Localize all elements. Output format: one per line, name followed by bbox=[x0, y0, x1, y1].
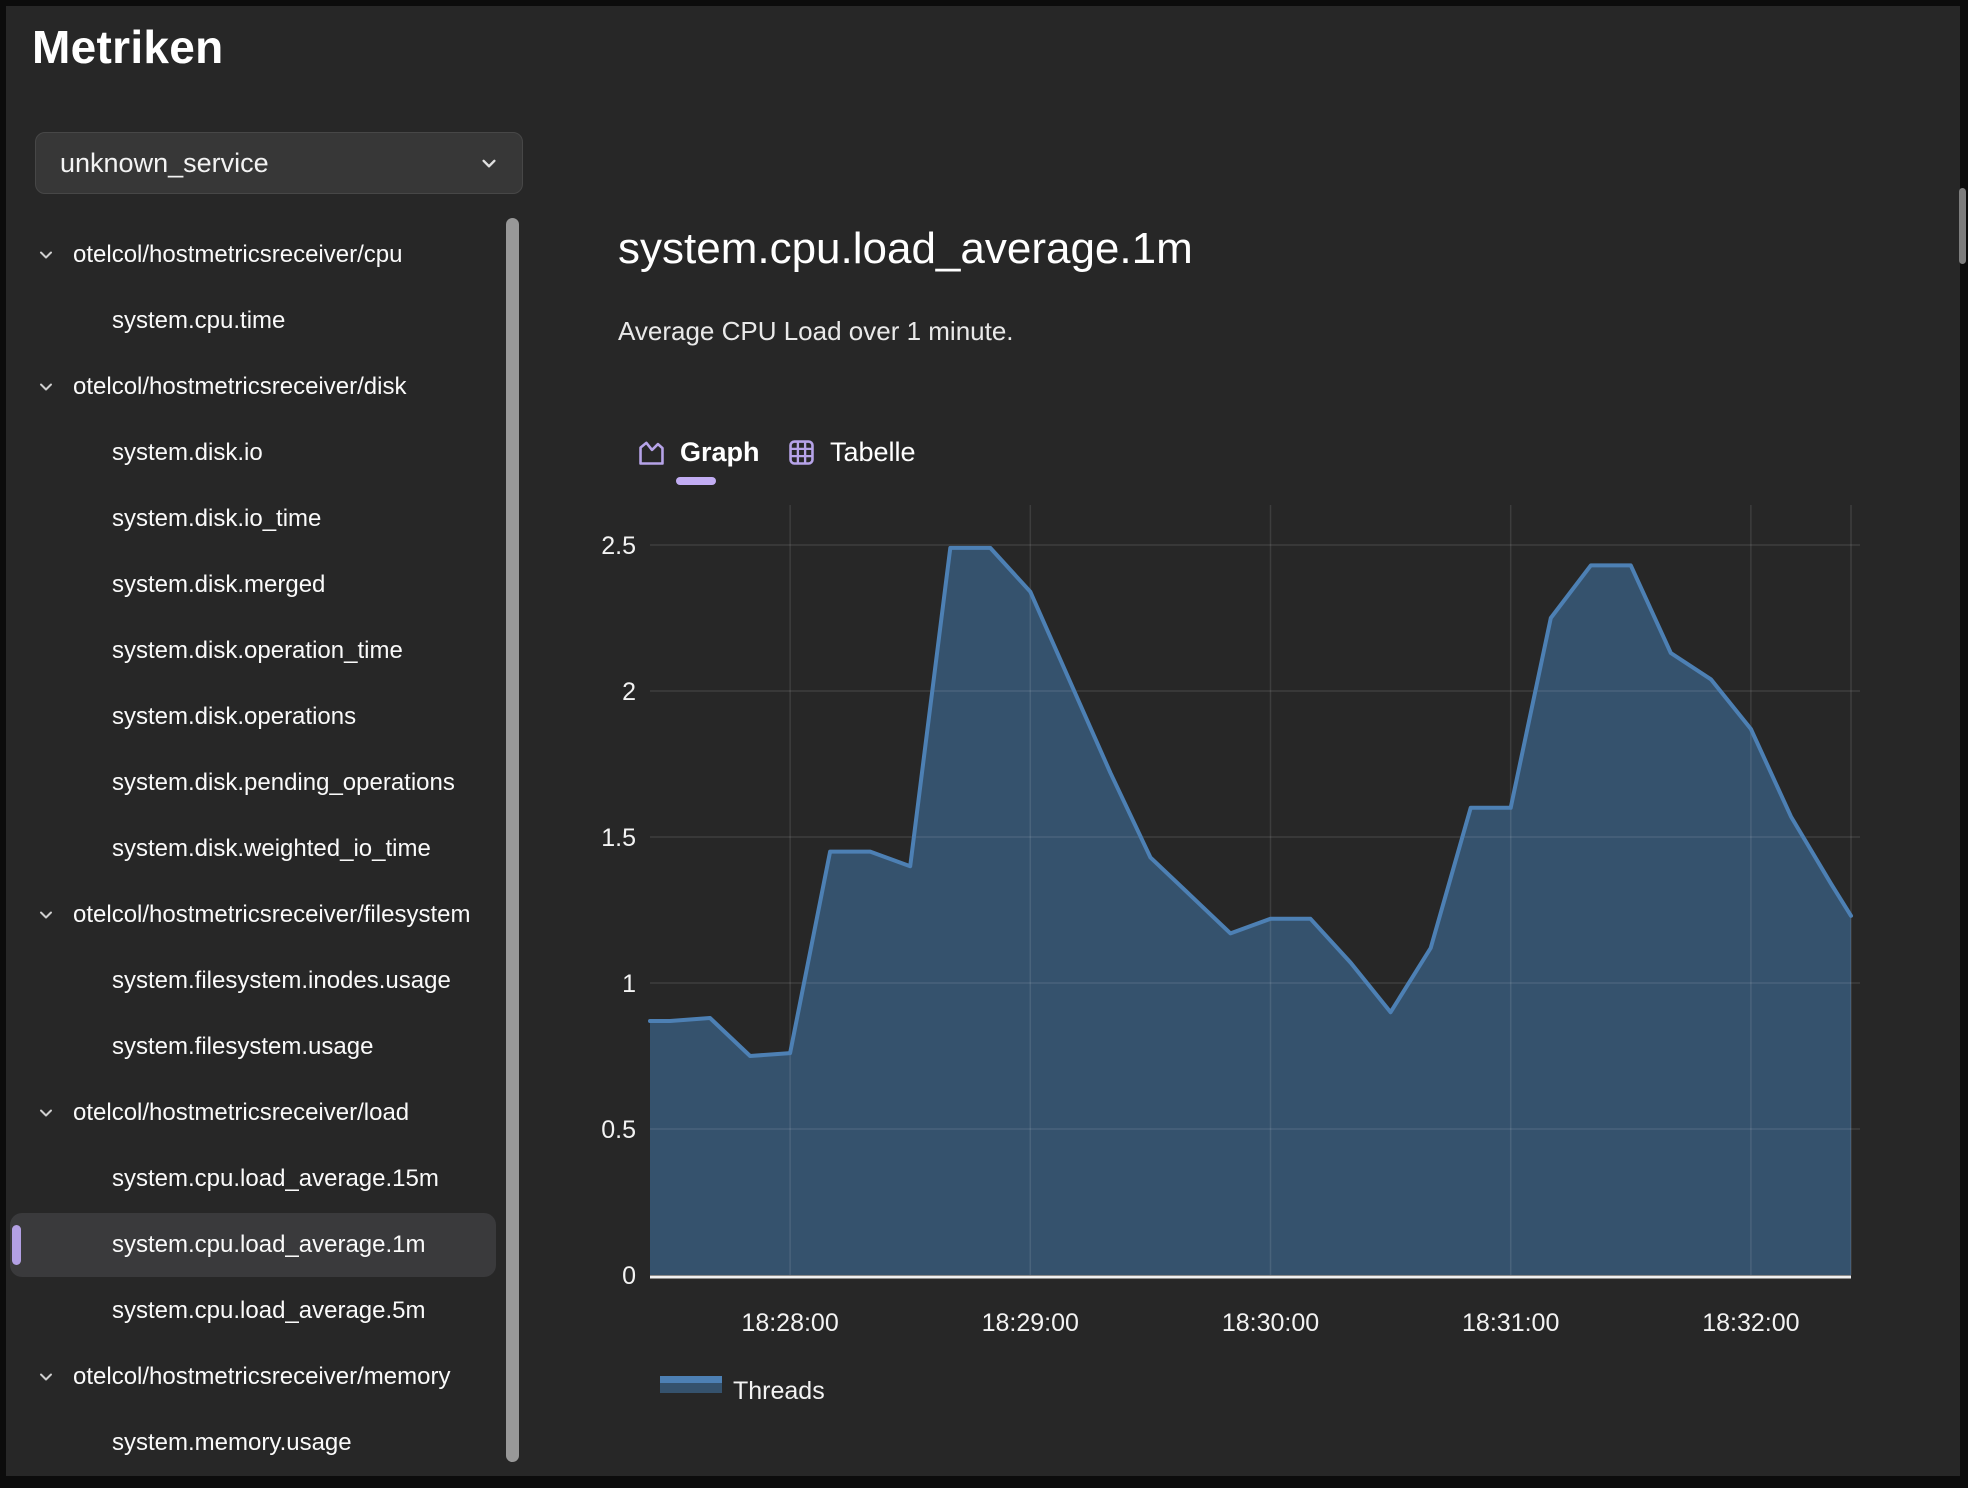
page-scrollbar[interactable] bbox=[1959, 188, 1966, 264]
y-tick-label: 2.5 bbox=[601, 532, 636, 560]
y-tick-label: 1 bbox=[622, 970, 636, 998]
series-line bbox=[648, 545, 1853, 1058]
tab-tabelle[interactable]: Tabelle bbox=[786, 430, 916, 474]
chevron-down-icon bbox=[476, 150, 502, 176]
selected-row-highlight bbox=[10, 1213, 496, 1277]
legend-label: Threads bbox=[733, 1377, 825, 1405]
tab-tabelle-label: Tabelle bbox=[830, 436, 916, 467]
tree-item-label: system.disk.merged bbox=[112, 571, 326, 598]
tree-item[interactable]: system.disk.pending_operations bbox=[0, 750, 497, 816]
tree-item[interactable]: system.disk.operation_time bbox=[0, 618, 497, 684]
x-tick-label: 18:32:00 bbox=[1702, 1309, 1799, 1337]
tree-group[interactable]: otelcol/hostmetricsreceiver/disk bbox=[0, 354, 497, 420]
tree-item-label: system.disk.io bbox=[112, 439, 263, 466]
metric-tree: otelcol/hostmetricsreceiver/cpu system.cp… bbox=[0, 222, 497, 1478]
tree-item[interactable]: system.cpu.time bbox=[0, 288, 497, 354]
tree-item-label: system.disk.io_time bbox=[112, 505, 322, 532]
chevron-down-icon[interactable] bbox=[34, 1365, 58, 1389]
tree-item[interactable]: system.disk.io bbox=[0, 420, 497, 486]
tree-item[interactable]: system.disk.weighted_io_time bbox=[0, 816, 497, 882]
tree-item[interactable]: system.disk.merged bbox=[0, 552, 497, 618]
chevron-down-icon[interactable] bbox=[34, 1101, 58, 1125]
y-tick-label: 1.5 bbox=[601, 824, 636, 852]
legend: Threads bbox=[660, 1376, 825, 1405]
tree-item-label: system.filesystem.inodes.usage bbox=[112, 967, 451, 994]
metric-title: system.cpu.load_average.1m bbox=[618, 224, 1193, 273]
page-title: Metriken bbox=[32, 21, 224, 73]
tree-group[interactable]: otelcol/hostmetricsreceiver/cpu bbox=[0, 222, 497, 288]
tree-group[interactable]: otelcol/hostmetricsreceiver/memory bbox=[0, 1344, 497, 1410]
tree-item-label: system.cpu.time bbox=[112, 307, 286, 334]
tree-item[interactable]: system.filesystem.inodes.usage bbox=[0, 948, 497, 1014]
x-tick-label: 18:30:00 bbox=[1222, 1309, 1319, 1337]
tree-item[interactable]: system.memory.usage bbox=[0, 1410, 497, 1476]
tree-item-label: otelcol/hostmetricsreceiver/load bbox=[73, 1099, 410, 1126]
service-selector-value: unknown_service bbox=[60, 147, 269, 178]
tree-item-label: otelcol/hostmetricsreceiver/filesystem bbox=[73, 901, 471, 928]
tree-item[interactable]: system.disk.operations bbox=[0, 684, 497, 750]
chevron-down-icon[interactable] bbox=[34, 903, 58, 927]
x-tick-label: 18:31:00 bbox=[1462, 1309, 1559, 1337]
tree-item[interactable]: system.cpu.load_average.5m bbox=[0, 1278, 497, 1344]
tree-item[interactable]: system.disk.io_time bbox=[0, 486, 497, 552]
tree-item-label: system.disk.operation_time bbox=[112, 637, 403, 664]
area-chart-icon bbox=[636, 437, 667, 468]
tree-item-label: system.disk.weighted_io_time bbox=[112, 835, 431, 862]
y-tick-label: 2 bbox=[622, 678, 636, 706]
tree-item[interactable]: system.cpu.load_average.15m bbox=[0, 1146, 497, 1212]
gridlines bbox=[650, 505, 1860, 1275]
table-icon bbox=[786, 437, 817, 468]
selected-indicator bbox=[12, 1225, 21, 1265]
tree-item[interactable]: system.filesystem.usage bbox=[0, 1014, 497, 1080]
sidebar-scrollbar[interactable] bbox=[506, 218, 519, 1462]
tree-item-label: system.disk.operations bbox=[112, 703, 357, 730]
tab-graph[interactable]: Graph bbox=[636, 430, 760, 474]
cpu-load-chart: 0 0.5 1 1.5 2 2.5 18:28:00 18:29:00 18:30:00 18:3… bbox=[601, 505, 1860, 1405]
chevron-down-icon[interactable] bbox=[34, 243, 58, 267]
x-tick-label: 18:28:00 bbox=[741, 1309, 838, 1337]
tree-item-label: system.cpu.load_average.15m bbox=[112, 1165, 439, 1192]
tree-item-label: otelcol/hostmetricsreceiver/cpu bbox=[73, 241, 403, 268]
y-tick-label: 0.5 bbox=[601, 1116, 636, 1144]
legend-swatch bbox=[660, 1376, 722, 1383]
tree-item-label: otelcol/hostmetricsreceiver/disk bbox=[73, 373, 407, 400]
service-selector[interactable]: unknown_service bbox=[35, 132, 523, 194]
metric-description: Average CPU Load over 1 minute. bbox=[618, 316, 1014, 346]
x-tick-label: 18:29:00 bbox=[982, 1309, 1079, 1337]
tree-item-label: system.disk.pending_operations bbox=[112, 769, 455, 796]
legend-swatch-fill bbox=[660, 1383, 722, 1393]
tree-group[interactable]: otelcol/hostmetricsreceiver/filesystem bbox=[0, 882, 497, 948]
tree-item-label: system.cpu.load_average.1m bbox=[112, 1231, 426, 1258]
y-axis-labels: 0 0.5 1 1.5 2 2.5 bbox=[601, 532, 636, 1290]
tab-graph-label: Graph bbox=[680, 436, 760, 467]
x-axis-labels: 18:28:00 18:29:00 18:30:00 18:31:00 18:32:00 bbox=[741, 1309, 1799, 1337]
tree-item-label: system.cpu.load_average.5m bbox=[112, 1297, 426, 1324]
y-tick-label: 0 bbox=[622, 1262, 636, 1290]
chevron-down-icon[interactable] bbox=[34, 375, 58, 399]
area-series bbox=[650, 547, 1851, 1275]
tree-item-label: system.filesystem.usage bbox=[112, 1033, 374, 1060]
active-tab-underline bbox=[676, 477, 716, 485]
tree-group[interactable]: otelcol/hostmetricsreceiver/load bbox=[0, 1080, 497, 1146]
tree-item[interactable]: system.cpu.load_average.1m bbox=[0, 1212, 497, 1278]
tree-item-label: otelcol/hostmetricsreceiver/memory bbox=[73, 1363, 451, 1390]
tree-item-label: system.memory.usage bbox=[112, 1429, 352, 1456]
